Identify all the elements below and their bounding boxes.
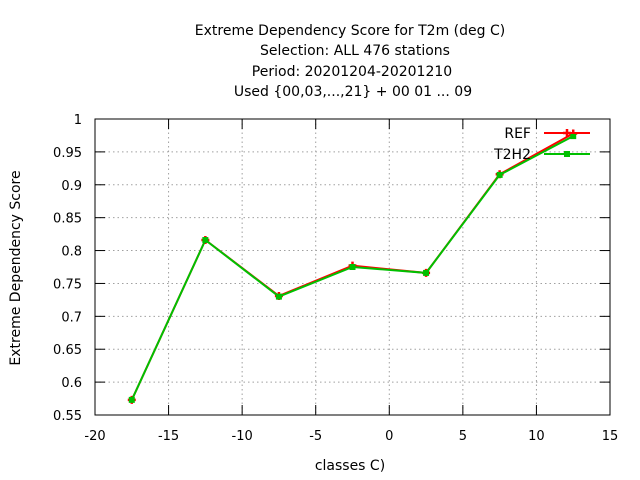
legend-label: T2H2 xyxy=(493,147,531,163)
y-tick-label: 0.6 xyxy=(61,376,82,391)
chart-title-line: Extreme Dependency Score for T2m (deg C) xyxy=(195,23,505,39)
plot-frame xyxy=(94,118,611,416)
y-tick-label: 0.55 xyxy=(53,409,82,424)
data-point xyxy=(423,269,430,276)
x-tick-label: 0 xyxy=(385,429,393,444)
y-tick-labels: 0.55 0.6 0.65 0.7 0.75 0.8 0.85 0.9 0.95 1 xyxy=(53,113,82,424)
data-point xyxy=(349,264,356,270)
y-tick-label: 0.75 xyxy=(53,277,82,292)
y-tick-label: 0.8 xyxy=(61,245,82,260)
y-tick-label: 0.95 xyxy=(53,146,82,161)
axis-ticks xyxy=(94,118,611,416)
x-tick-label: -5 xyxy=(309,429,322,444)
legend-label: REF xyxy=(504,126,531,142)
data-point xyxy=(496,171,503,178)
series xyxy=(127,129,578,404)
chart-title: Extreme Dependency Score for T2m (deg C)… xyxy=(195,23,505,100)
chart-subtitle-period: Period: 20201204-20201210 xyxy=(252,64,452,80)
y-tick-label: 0.9 xyxy=(61,179,82,194)
legend: REF T2H2 xyxy=(493,126,590,163)
x-tick-label: 5 xyxy=(459,429,467,444)
chart-subtitle-used: Used {00,03,...,21} + 00 01 ... 09 xyxy=(234,84,472,100)
x-tick-labels: -20 -15 -10 -5 0 5 10 15 xyxy=(84,429,618,444)
series-t2h2 xyxy=(128,133,577,403)
y-tick-label: 0.65 xyxy=(53,343,82,358)
data-point xyxy=(275,293,282,300)
grid xyxy=(95,119,610,415)
legend-marker xyxy=(564,151,570,157)
y-tick-label: 0.7 xyxy=(61,310,82,325)
data-point xyxy=(570,133,577,140)
legend-marker xyxy=(563,129,571,137)
x-tick-label: -10 xyxy=(232,429,253,444)
y-axis-label: Extreme Dependency Score xyxy=(8,170,24,365)
x-tick-label: -15 xyxy=(158,429,179,444)
y-tick-label: 0.85 xyxy=(53,212,82,227)
x-tick-label: -20 xyxy=(84,429,105,444)
data-point xyxy=(128,396,135,403)
x-tick-label: 10 xyxy=(528,429,545,444)
x-axis-label: classes C) xyxy=(315,458,385,474)
chart-subtitle-selection: Selection: ALL 476 stations xyxy=(260,43,450,59)
x-tick-label: 15 xyxy=(602,429,619,444)
y-tick-label: 1 xyxy=(74,113,82,128)
data-point xyxy=(202,237,209,244)
